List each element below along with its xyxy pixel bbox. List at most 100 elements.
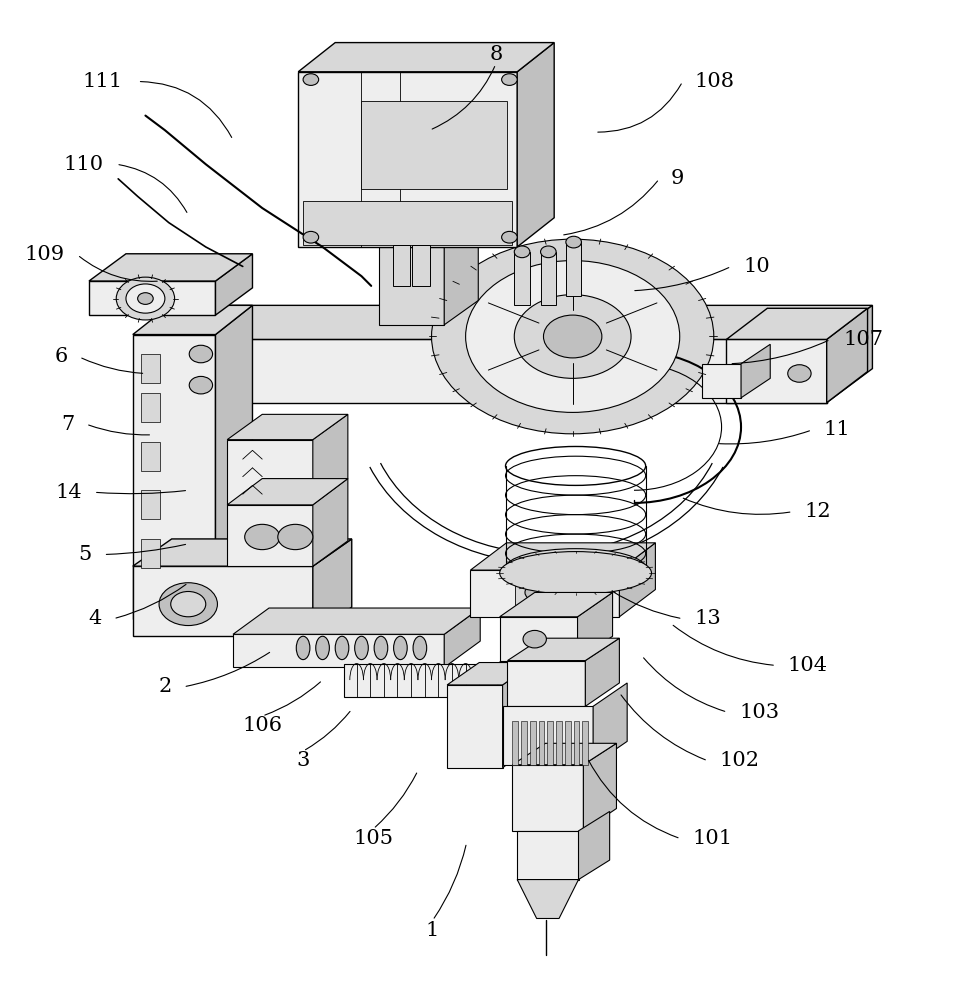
Polygon shape (578, 592, 613, 661)
Ellipse shape (788, 345, 811, 363)
Polygon shape (498, 640, 532, 697)
Ellipse shape (171, 591, 206, 617)
Polygon shape (447, 663, 535, 685)
Polygon shape (136, 339, 827, 403)
Polygon shape (89, 254, 253, 281)
Polygon shape (227, 440, 313, 505)
Ellipse shape (189, 345, 213, 363)
Ellipse shape (514, 246, 530, 258)
Polygon shape (299, 43, 554, 72)
Bar (521, 721, 527, 765)
Text: 11: 11 (824, 420, 850, 439)
Polygon shape (216, 254, 253, 315)
Polygon shape (741, 344, 770, 398)
Text: 5: 5 (79, 545, 92, 564)
Text: 3: 3 (297, 751, 309, 770)
Ellipse shape (245, 524, 280, 550)
Bar (141, 490, 160, 519)
Polygon shape (512, 743, 617, 765)
Polygon shape (726, 308, 868, 339)
Polygon shape (500, 617, 578, 661)
Polygon shape (517, 880, 579, 918)
Polygon shape (514, 252, 530, 305)
Bar (539, 721, 545, 765)
Text: 108: 108 (694, 72, 734, 91)
Polygon shape (89, 281, 216, 315)
Polygon shape (827, 308, 868, 403)
Ellipse shape (304, 74, 318, 85)
Ellipse shape (535, 376, 558, 394)
Polygon shape (216, 305, 253, 619)
Polygon shape (512, 765, 584, 831)
Bar (392, 245, 410, 286)
Polygon shape (508, 661, 586, 706)
Polygon shape (500, 592, 613, 617)
Text: 104: 104 (788, 656, 828, 675)
Bar (512, 721, 518, 765)
Ellipse shape (544, 315, 602, 358)
Polygon shape (541, 252, 556, 305)
Bar (141, 393, 160, 422)
Polygon shape (227, 505, 313, 566)
Polygon shape (136, 305, 873, 339)
Text: 106: 106 (242, 716, 282, 735)
Polygon shape (579, 811, 610, 880)
Ellipse shape (502, 231, 517, 243)
Polygon shape (227, 414, 347, 440)
Bar (583, 721, 589, 765)
Text: 13: 13 (694, 609, 721, 628)
Text: 1: 1 (426, 921, 439, 940)
Ellipse shape (788, 376, 811, 394)
Polygon shape (379, 247, 444, 325)
Ellipse shape (566, 236, 582, 248)
Ellipse shape (116, 277, 175, 320)
Text: 105: 105 (353, 829, 393, 848)
Polygon shape (344, 664, 498, 697)
Polygon shape (517, 43, 554, 247)
Ellipse shape (457, 376, 480, 394)
Polygon shape (827, 305, 873, 403)
Ellipse shape (788, 365, 811, 382)
Polygon shape (620, 543, 656, 617)
Polygon shape (586, 638, 620, 706)
Bar (304, 201, 512, 245)
Polygon shape (133, 566, 313, 636)
Text: 14: 14 (56, 483, 82, 502)
Ellipse shape (514, 295, 631, 378)
Polygon shape (566, 242, 582, 296)
Text: 9: 9 (671, 169, 684, 188)
Polygon shape (503, 663, 535, 768)
Ellipse shape (523, 630, 547, 648)
Bar (361, 101, 508, 189)
Polygon shape (508, 638, 620, 661)
Polygon shape (133, 335, 216, 619)
Ellipse shape (138, 293, 153, 304)
Text: 101: 101 (692, 829, 733, 848)
Polygon shape (517, 831, 579, 880)
Ellipse shape (316, 636, 329, 660)
Text: 4: 4 (89, 609, 102, 628)
Ellipse shape (525, 585, 545, 600)
Bar (141, 539, 160, 568)
Ellipse shape (413, 636, 427, 660)
Text: 110: 110 (63, 155, 103, 174)
Bar (556, 721, 562, 765)
Polygon shape (313, 539, 351, 636)
Polygon shape (313, 414, 347, 505)
Ellipse shape (126, 284, 165, 313)
Polygon shape (233, 608, 480, 634)
Polygon shape (584, 743, 617, 831)
Text: 2: 2 (158, 677, 172, 696)
Bar (515, 578, 554, 607)
Ellipse shape (506, 549, 646, 588)
Polygon shape (133, 539, 351, 566)
Text: 102: 102 (719, 751, 759, 770)
Polygon shape (444, 223, 478, 325)
Ellipse shape (393, 636, 407, 660)
Bar (565, 721, 571, 765)
Ellipse shape (335, 636, 348, 660)
Bar (141, 442, 160, 471)
Polygon shape (447, 685, 503, 768)
Polygon shape (702, 364, 741, 398)
Text: 109: 109 (24, 245, 64, 264)
